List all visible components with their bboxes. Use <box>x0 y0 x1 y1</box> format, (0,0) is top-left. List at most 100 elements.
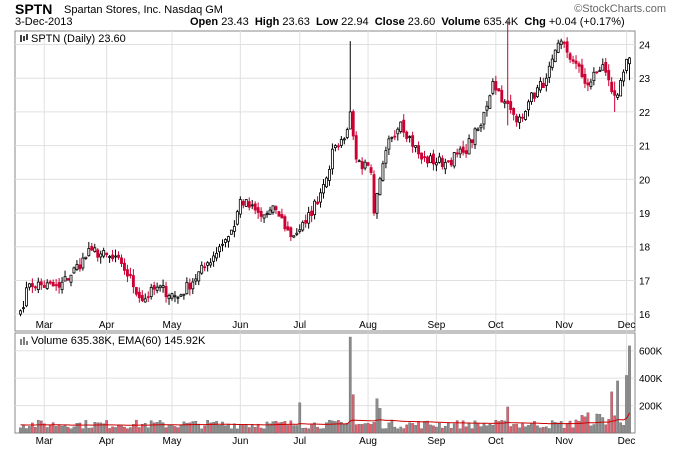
candle-body <box>524 111 527 120</box>
volume-bar <box>126 428 129 434</box>
candle-body <box>604 62 608 73</box>
candle-body <box>78 264 82 270</box>
volume-panel <box>14 332 636 434</box>
volume-bar <box>470 428 474 434</box>
price-legend: SPTN (Daily) 23.60 <box>19 33 126 45</box>
month-tick-label: Sep <box>428 320 446 331</box>
candle-body <box>30 283 34 288</box>
volume-bar <box>72 426 76 434</box>
volume-bar <box>381 428 385 434</box>
candle-body <box>363 161 367 169</box>
volume-value: 635.4K <box>483 16 519 28</box>
volume-bar <box>360 424 364 434</box>
candle-body <box>464 150 468 154</box>
volume-bar <box>310 423 313 434</box>
candle-body <box>313 200 317 216</box>
volume-bar <box>443 426 447 434</box>
candle-body <box>134 287 138 295</box>
candle-body <box>336 145 340 148</box>
volume-bar <box>140 424 144 434</box>
volume-bar <box>515 423 518 434</box>
candle-body <box>354 135 358 160</box>
volume-bar <box>188 422 192 434</box>
price-panel <box>14 30 636 332</box>
stockcharts-copyright[interactable]: ©StockCharts.com <box>574 3 666 15</box>
candle-body <box>357 160 361 163</box>
volume-bar <box>238 424 242 434</box>
volume-bar <box>146 427 150 434</box>
volume-bar <box>482 423 486 434</box>
volume-bar <box>289 420 293 434</box>
volume-bar <box>598 414 602 434</box>
month-tick-label: Oct <box>488 320 504 331</box>
close-value: 23.60 <box>407 16 436 28</box>
volume-bar <box>542 427 545 434</box>
candle-body <box>452 152 456 167</box>
candle-body <box>583 73 587 84</box>
volume-bar <box>57 424 61 434</box>
candle-body <box>140 295 144 302</box>
candle-body <box>437 156 441 163</box>
volume-bar <box>241 424 245 434</box>
volume-bar <box>387 422 391 434</box>
candle-body <box>268 209 272 215</box>
volume-bar <box>390 419 394 434</box>
month-tick-label: Apr <box>99 320 115 331</box>
volume-bar <box>512 424 515 434</box>
volume-bar <box>366 422 370 434</box>
candle-body <box>27 283 31 288</box>
candle-body <box>191 281 195 290</box>
candle-body <box>339 139 343 146</box>
candle-body <box>39 281 43 286</box>
candle-body <box>580 64 584 78</box>
candle-body <box>485 105 489 111</box>
volume-bar <box>54 426 58 434</box>
volume-bar <box>506 406 510 434</box>
volume-bar <box>265 421 269 434</box>
candle-body <box>521 116 525 119</box>
month-tick-label-volume: Jul <box>293 436 306 447</box>
candle-body <box>244 199 248 207</box>
candle-body <box>274 206 278 211</box>
candle-body <box>42 285 46 288</box>
volume-bar <box>268 423 272 434</box>
volume-bar <box>613 415 616 434</box>
volume-bar <box>467 423 471 434</box>
volume-bar <box>253 427 257 434</box>
volume-bar <box>39 420 43 434</box>
candle-body <box>128 273 132 276</box>
candle-body <box>286 226 290 231</box>
volume-bar <box>417 421 420 434</box>
volume-bar <box>259 427 263 434</box>
candle-body <box>69 274 73 283</box>
candle-body <box>476 128 480 131</box>
candle-body <box>197 271 201 282</box>
volume-bar <box>19 427 22 434</box>
volume-bar <box>530 423 533 434</box>
volume-bar <box>503 420 507 434</box>
candle-body <box>429 155 432 164</box>
volume-bar <box>340 422 343 434</box>
volume-bar <box>78 422 82 434</box>
volume-bar <box>132 424 135 434</box>
volume-bar <box>81 428 85 434</box>
candle-body <box>143 298 147 303</box>
month-tick-label-volume: Aug <box>359 436 377 447</box>
candle-body <box>66 278 70 281</box>
candle-body <box>328 169 331 181</box>
volume-bar <box>209 422 212 434</box>
volume-bar <box>625 375 628 434</box>
volume-bar <box>357 423 361 434</box>
candle-body <box>277 211 281 217</box>
chg-label: Chg <box>524 16 546 28</box>
volume-bar <box>622 425 625 434</box>
volume-bar <box>105 420 108 434</box>
volume-bar <box>221 421 224 434</box>
candle-body <box>235 211 239 225</box>
candle-body <box>384 150 388 164</box>
volume-bar <box>66 426 70 434</box>
volume-bar <box>36 419 40 434</box>
candle-body <box>497 88 501 92</box>
candle-body <box>120 257 123 264</box>
volume-legend: Volume 635.38K, EMA(60) 145.92K <box>19 335 206 347</box>
